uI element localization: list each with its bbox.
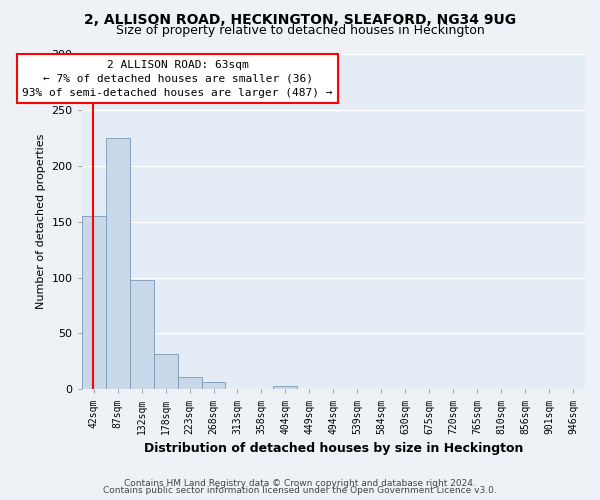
Bar xyxy=(106,138,130,390)
Text: Contains HM Land Registry data © Crown copyright and database right 2024.: Contains HM Land Registry data © Crown c… xyxy=(124,478,476,488)
Text: Size of property relative to detached houses in Heckington: Size of property relative to detached ho… xyxy=(116,24,484,37)
Bar xyxy=(82,216,106,390)
Bar xyxy=(202,382,226,390)
Bar xyxy=(154,354,178,390)
Text: 2, ALLISON ROAD, HECKINGTON, SLEAFORD, NG34 9UG: 2, ALLISON ROAD, HECKINGTON, SLEAFORD, N… xyxy=(84,12,516,26)
Text: Contains public sector information licensed under the Open Government Licence v3: Contains public sector information licen… xyxy=(103,486,497,495)
X-axis label: Distribution of detached houses by size in Heckington: Distribution of detached houses by size … xyxy=(143,442,523,455)
Bar xyxy=(130,280,154,390)
Bar xyxy=(274,386,298,390)
Y-axis label: Number of detached properties: Number of detached properties xyxy=(36,134,46,310)
Bar xyxy=(178,377,202,390)
Text: 2 ALLISON ROAD: 63sqm
← 7% of detached houses are smaller (36)
93% of semi-detac: 2 ALLISON ROAD: 63sqm ← 7% of detached h… xyxy=(22,60,333,98)
